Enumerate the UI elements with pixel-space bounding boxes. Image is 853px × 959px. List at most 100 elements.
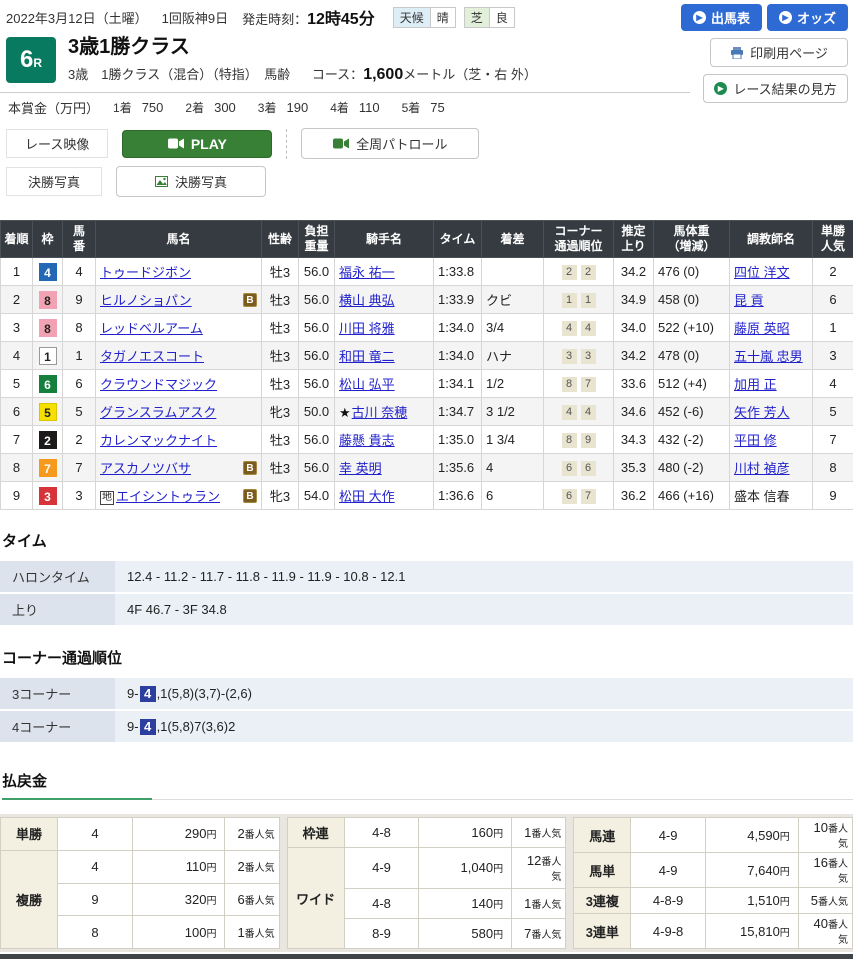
result-guide-button[interactable]: ▶ レース結果の見方	[703, 74, 848, 103]
finish-position: 8	[1, 454, 33, 482]
trainer-name-link[interactable]: 加用 正	[734, 377, 777, 392]
horse-name-link[interactable]: カレンマックナイト	[100, 433, 217, 448]
prize-amount: 110	[359, 100, 380, 115]
estimated-last-3f: 34.2	[614, 258, 654, 286]
entry-table-button[interactable]: ▶ 出馬表	[681, 4, 762, 31]
jockey-name-link[interactable]: 幸 英明	[339, 461, 382, 476]
popularity-suffix: 番人気	[245, 863, 275, 874]
trainer-name-link[interactable]: 藤原 英昭	[734, 321, 790, 336]
payout-amount-value: 580	[471, 926, 493, 941]
payout-amount-value: 160	[471, 825, 493, 840]
finish-photo-button[interactable]: 決勝写真	[116, 166, 266, 197]
yen-suffix: 円	[780, 832, 790, 843]
odds-button[interactable]: ▶ オッズ	[767, 4, 848, 31]
horse-name-link[interactable]: ヒルノショパン	[100, 293, 192, 308]
results-table: 着順枠馬 番馬名性齢負担 重量騎手名タイム着差コーナー 通過順位推定 上り馬体重…	[0, 220, 853, 510]
horse-name-link[interactable]: トゥードジボン	[100, 265, 191, 280]
payout-combination: 4-8-9	[631, 888, 706, 914]
horse-name-link[interactable]: レッドベルアーム	[100, 321, 203, 336]
jockey-name-link[interactable]: 藤懸 貴志	[339, 433, 395, 448]
corner-position-box: 4	[581, 405, 596, 420]
payout-popularity: 40番人気	[798, 914, 852, 949]
yen-suffix: 円	[780, 867, 790, 878]
margin: 3/4	[482, 314, 544, 342]
trainer-name-link[interactable]: 五十嵐 忠男	[734, 349, 803, 364]
payout-popularity: 10番人気	[798, 818, 852, 853]
payout-popularity-value: 6	[237, 892, 244, 907]
carried-weight: 56.0	[299, 258, 335, 286]
play-video-button[interactable]: PLAY	[122, 130, 272, 158]
payout-popularity: 1番人気	[225, 916, 279, 949]
horse-name-link[interactable]: グランスラムアスク	[100, 405, 216, 420]
course-suffix: メートル（芝・右 外）	[403, 67, 537, 82]
apprentice-star: ★	[339, 405, 351, 420]
payout-combination: 4-8	[344, 888, 419, 918]
trainer-name-link[interactable]: 川村 禎彦	[734, 461, 790, 476]
horse-number: 3	[63, 482, 96, 510]
time-table: ハロンタイム 12.4 - 11.2 - 11.7 - 11.8 - 11.9 …	[0, 559, 853, 627]
jockey-name-link[interactable]: 古川 奈穂	[352, 405, 408, 420]
furlong-time-value: 12.4 - 11.2 - 11.7 - 11.8 - 11.9 - 11.9 …	[115, 561, 853, 592]
horse-weight: 432 (-2)	[654, 426, 730, 454]
jockey-cell: 松田 大作	[335, 482, 434, 510]
horse-name-link[interactable]: クラウンドマジック	[100, 377, 217, 392]
next-section-edge	[0, 954, 853, 959]
trainer-name-link[interactable]: 四位 洋文	[734, 265, 790, 280]
payout-amount: 1,040円	[419, 848, 512, 889]
sex-age: 牡3	[262, 286, 299, 314]
payout-popularity: 2番人気	[225, 850, 279, 883]
jockey-name-link[interactable]: 福永 祐一	[339, 265, 395, 280]
patrol-video-button[interactable]: 全周パトロール	[301, 128, 479, 159]
corner-position-box: 7	[581, 377, 596, 392]
results-column-header: 負担 重量	[299, 221, 335, 258]
entry-table-label: 出馬表	[711, 8, 750, 27]
carried-weight: 50.0	[299, 398, 335, 426]
horse-number: 6	[63, 370, 96, 398]
turf-label: 芝	[465, 8, 489, 27]
finish-position: 2	[1, 286, 33, 314]
horse-name-link[interactable]: アスカノツバサ	[100, 461, 191, 476]
frame-number-badge: 1	[39, 347, 57, 365]
jockey-name-link[interactable]: 松田 大作	[339, 489, 395, 504]
payout-popularity-value: 1	[237, 925, 244, 940]
corner-position-box: 6	[581, 461, 596, 476]
jockey-name-link[interactable]: 横山 典弘	[339, 293, 395, 308]
horse-name-cell: レッドベルアーム	[96, 314, 262, 342]
finish-position: 3	[1, 314, 33, 342]
jockey-cell: 藤懸 貴志	[335, 426, 434, 454]
jockey-cell: 横山 典弘	[335, 286, 434, 314]
horse-name-link[interactable]: エイシントゥラン	[116, 489, 220, 504]
payout-amount: 580円	[419, 918, 512, 948]
prize-place: 4着	[330, 99, 349, 116]
print-page-button[interactable]: 印刷用ページ	[710, 38, 848, 67]
payout-title-text: 払戻金	[2, 770, 152, 800]
trainer-cell: 五十嵐 忠男	[730, 342, 813, 370]
horse-name-link[interactable]: タガノエスコート	[100, 349, 204, 364]
payout-amount: 4,590円	[705, 818, 798, 853]
payout-popularity-value: 40	[814, 916, 828, 931]
arrow-circle-icon: ▶	[693, 11, 706, 24]
margin: 6	[482, 482, 544, 510]
trainer-name-link[interactable]: 矢作 芳人	[734, 405, 790, 420]
payout-amount: 7,640円	[705, 853, 798, 888]
prize-place: 5着	[402, 99, 421, 116]
trainer-name-link[interactable]: 平田 修	[734, 433, 777, 448]
jockey-name-link[interactable]: 和田 竜二	[339, 349, 395, 364]
payout-popularity-value: 1	[524, 896, 531, 911]
race-video-label: レース映像	[6, 129, 108, 158]
jockey-name-link[interactable]: 松山 弘平	[339, 377, 395, 392]
trainer-name-link[interactable]: 昆 貢	[734, 293, 764, 308]
popularity-suffix: 番人気	[531, 900, 561, 911]
media-section: レース映像 PLAY 全周パトロール 決勝写真 決勝写真	[0, 122, 853, 214]
carried-weight: 56.0	[299, 314, 335, 342]
corner-position-box: 8	[562, 377, 577, 392]
payout-amount: 15,810円	[705, 914, 798, 949]
jockey-name-link[interactable]: 川田 将雅	[339, 321, 395, 336]
jockey-cell: ★古川 奈穂	[335, 398, 434, 426]
